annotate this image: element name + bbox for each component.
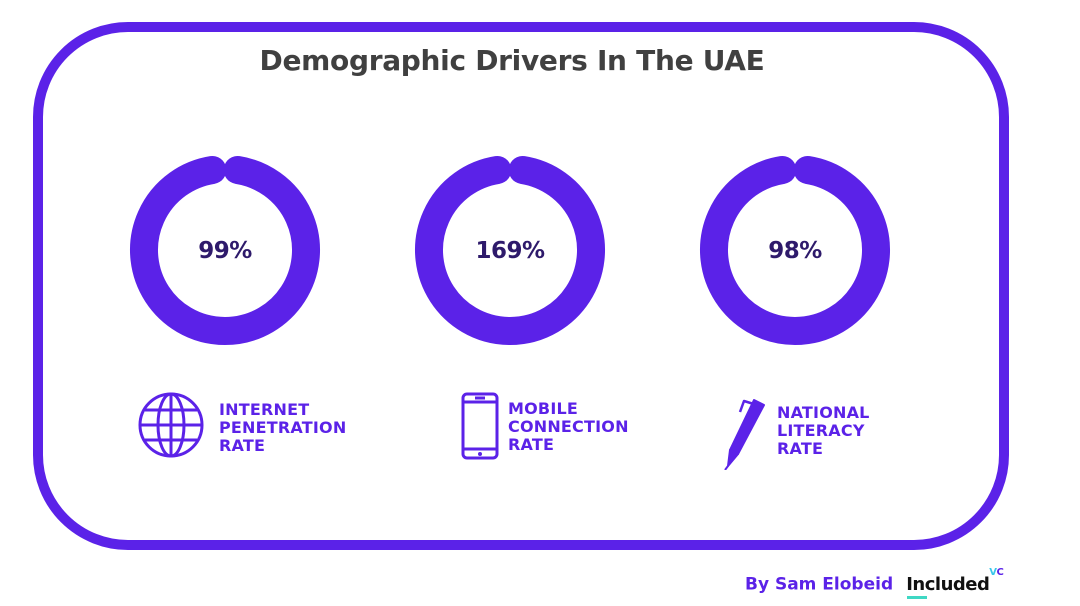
byline: By Sam Elobeid — [745, 574, 894, 595]
smartphone-icon — [461, 392, 499, 460]
label-line: RATE — [219, 436, 266, 455]
label-internet-penetration: INTERNET PENETRATION RATE — [219, 401, 346, 455]
label-mobile-connection: MOBILE CONNECTION RATE — [508, 400, 629, 454]
rounded-frame — [33, 22, 1009, 550]
brand-suffix: VC — [989, 567, 1004, 578]
label-national-literacy: NATIONAL LITERACY RATE — [777, 404, 870, 458]
label-line: NATIONAL — [777, 403, 870, 422]
label-line: LITERACY — [777, 421, 865, 440]
brand-name: Included — [906, 574, 990, 595]
brand-logo: Included VC — [906, 567, 1004, 599]
label-line: INTERNET — [219, 400, 310, 419]
label-line: RATE — [777, 439, 824, 458]
gauge-value-label: 99% — [198, 238, 252, 264]
label-line: RATE — [508, 435, 555, 454]
page-title: Demographic Drivers In The UAE — [259, 44, 765, 77]
pen-icon — [724, 399, 765, 470]
brand-underline — [907, 596, 928, 599]
label-line: MOBILE — [508, 399, 578, 418]
gauge-ring — [130, 155, 320, 345]
label-line: PENETRATION — [219, 418, 347, 437]
label-line: CONNECTION — [508, 417, 629, 436]
gauge-ring — [700, 155, 890, 345]
gauge-value-label: 98% — [768, 238, 822, 264]
footer: By Sam Elobeid Included VC — [745, 567, 1004, 604]
gauge-ring — [415, 155, 605, 345]
gauge-value-label: 169% — [475, 238, 545, 264]
globe-icon — [138, 392, 204, 458]
